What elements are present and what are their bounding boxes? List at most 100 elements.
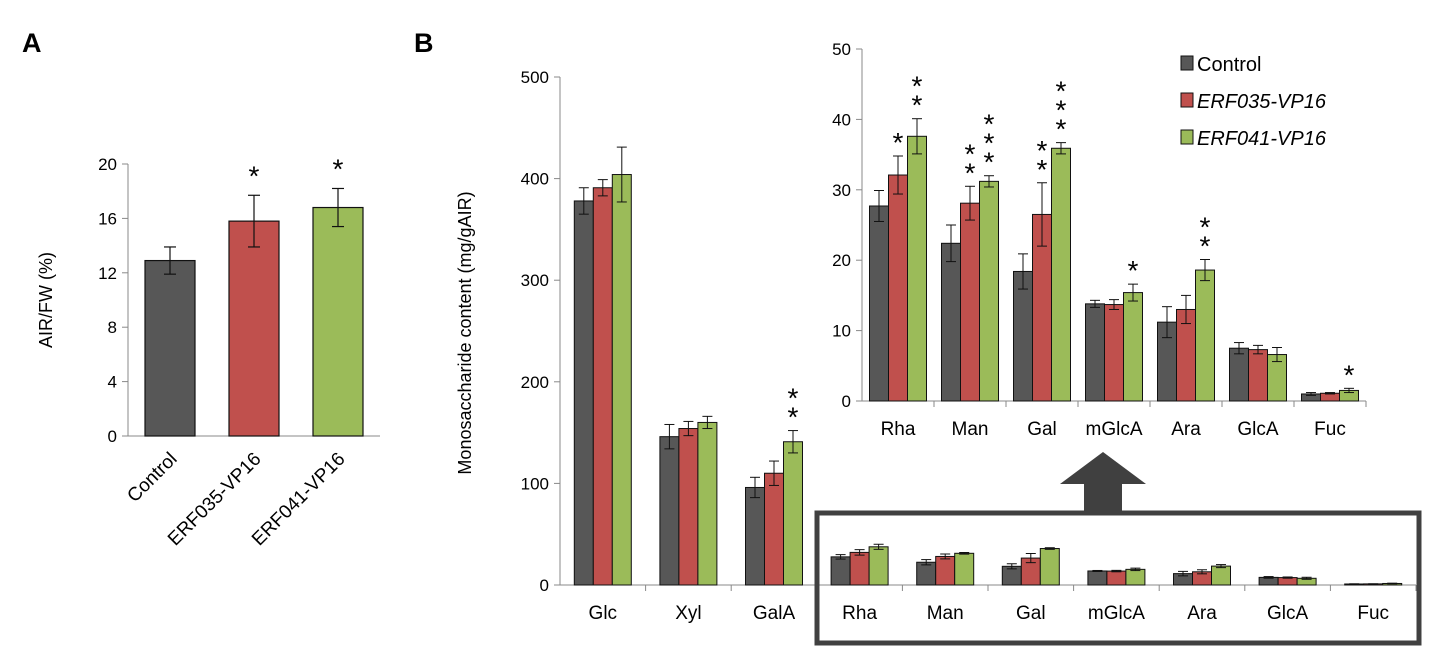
- panel-a-bar-erf041-vp16: [312, 206, 364, 437]
- inset-y-tick-label: 20: [832, 251, 851, 270]
- panel-b-bar-man-control: [916, 561, 937, 586]
- panel-a-y-axis-title: AIR/FW (%): [36, 252, 56, 348]
- inset-significance-rha-erf041-vp16-glyph: *: [912, 90, 923, 121]
- inset-significance-gal-erf035-vp16-glyph: *: [1037, 154, 1048, 185]
- panel-b-bar-glc-control: [573, 200, 594, 586]
- panel-b-bar-gala-erf035-vp16: [764, 472, 784, 586]
- panel-b-y-axis-title: Monosaccharide content (mg/gAIR): [455, 191, 475, 474]
- legend-label-erf035-vp16: ERF035-VP16: [1197, 91, 1327, 113]
- inset-bar-man-control: [941, 242, 961, 402]
- inset-significance-man-erf035-vp16-glyph: *: [965, 138, 976, 169]
- zoom-arrow-icon: [1060, 452, 1146, 512]
- legend-label-erf041-vp16: ERF041-VP16: [1197, 128, 1327, 150]
- panel-b-significance-gala-glyph: *: [788, 402, 799, 433]
- panel-label-a: A: [22, 28, 42, 58]
- inset-bar-glca-control: [1229, 347, 1249, 402]
- inset-bar-gal-erf041-vp16: [1051, 147, 1071, 402]
- inset-significance-fuc-erf041-vp16-glyph: *: [1344, 359, 1355, 390]
- panel-b-x-tick-label-glc: Glc: [589, 603, 618, 624]
- legend-swatch-erf041-vp16: [1180, 129, 1194, 145]
- legend-label-control: Control: [1197, 54, 1261, 76]
- panel-b-y-tick-label: 0: [540, 576, 549, 595]
- inset-significance-rha-erf035-vp16: *: [893, 127, 904, 158]
- inset-x-tick-label-rha: Rha: [881, 419, 916, 440]
- inset-significance-man-erf035-vp16-glyph: *: [965, 157, 976, 188]
- inset-significance-ara-erf041-vp16-glyph: *: [1200, 211, 1211, 242]
- panel-b-x-tick-label-gala: GalA: [753, 603, 796, 624]
- panel-a-bar-control: [144, 259, 196, 437]
- panel-b-x-tick-label-rha: Rha: [842, 603, 877, 624]
- panel-b-x-tick-label-man: Man: [927, 603, 964, 624]
- inset-significance-man-erf041-vp16-glyph: *: [984, 147, 995, 178]
- panel-a-y-tick-label: 0: [108, 427, 117, 446]
- inset-significance-ara-erf041-vp16: **: [1200, 211, 1211, 261]
- inset-bar-rha-erf035-vp16: [888, 174, 908, 402]
- inset-y-tick-label: 10: [832, 322, 851, 341]
- panel-b-bar-ara-erf041-vp16: [1211, 565, 1231, 586]
- panel-b-bar-mglca-erf041-vp16: [1125, 568, 1146, 586]
- panel-b-y-tick-label: 400: [521, 170, 549, 189]
- panel-b-bar-rha-erf035-vp16: [849, 551, 870, 586]
- inset-significance-mglca-erf041-vp16: *: [1128, 255, 1139, 286]
- panel-b-significance-gala: **: [788, 383, 799, 433]
- inset-x-tick-label-fuc: Fuc: [1314, 419, 1346, 440]
- panel-b-y-tick-label: 100: [521, 474, 549, 493]
- inset-significance-gal-erf041-vp16-glyph: *: [1056, 76, 1067, 107]
- legend-swatch-erf035-vp16: [1180, 92, 1194, 108]
- inset-bar-glca-erf035-vp16: [1248, 349, 1268, 402]
- inset-highlight-box: [814, 510, 1422, 646]
- inset-significance-ara-erf041-vp16-glyph: *: [1200, 230, 1211, 261]
- inset-y-tick-label: 40: [832, 110, 851, 129]
- inset-significance-gal-erf035-vp16-glyph: *: [1037, 135, 1048, 166]
- panel-a-significance-erf041-vp16: *: [333, 153, 344, 184]
- panel-b-chart: B Monosaccharide content (mg/gAIR) 01002…: [414, 28, 1417, 624]
- panel-b-bar-gala-erf041-vp16: [783, 441, 803, 586]
- panel-b-x-tick-label-xyl: Xyl: [675, 603, 701, 624]
- inset-significance-rha-erf041-vp16-glyph: *: [912, 71, 923, 102]
- panel-b-bar-glc-erf041-vp16: [611, 174, 632, 586]
- inset-significance-man-erf035-vp16: **: [965, 138, 976, 188]
- panel-a-y-tick-label: 12: [98, 264, 117, 283]
- panel-b-y-tick-label: 500: [521, 68, 549, 87]
- inset-significance-man-erf041-vp16: ***: [984, 109, 995, 178]
- inset-significance-man-erf041-vp16-glyph: *: [984, 109, 995, 140]
- inset-significance-mglca-erf041-vp16-glyph: *: [1128, 255, 1139, 286]
- inset-x-tick-label-glca: GlcA: [1237, 419, 1279, 440]
- inset-significance-fuc-erf041-vp16: *: [1344, 359, 1355, 390]
- inset-x-tick-label-mglca: mGlcA: [1086, 419, 1143, 440]
- panel-b-x-tick-label-glca: GlcA: [1267, 603, 1309, 624]
- panel-a-chart: A AIR/FW (%) 048121620Control*ERF035-VP1…: [22, 28, 380, 550]
- zoom-indicator: [814, 452, 1422, 646]
- inset-y-tick-label: 0: [842, 392, 851, 411]
- inset-bar-mglca-erf041-vp16: [1123, 292, 1143, 402]
- panel-b-bar-mglca-erf035-vp16: [1106, 570, 1127, 586]
- panel-b-bar-mglca-control: [1087, 570, 1108, 586]
- inset-bar-rha-control: [869, 205, 889, 402]
- inset-significance-gal-erf041-vp16-glyph: *: [1056, 114, 1067, 145]
- inset-significance-gal-erf041-vp16: ***: [1056, 76, 1067, 145]
- inset-bar-rha-erf041-vp16: [907, 135, 927, 402]
- panel-b-bar-glc-erf035-vp16: [592, 187, 613, 586]
- panel-b-x-tick-label-mglca: mGlcA: [1088, 603, 1145, 624]
- inset-significance-rha-erf035-vp16-glyph: *: [893, 127, 904, 158]
- legend-swatch-control: [1180, 55, 1194, 71]
- inset-significance-rha-erf041-vp16: **: [912, 71, 923, 121]
- panel-a-x-tick-label-control: Control: [123, 449, 181, 507]
- inset-significance-man-erf041-vp16-glyph: *: [984, 128, 995, 159]
- inset-legend: Control ERF035-VP16 ERF041-VP16: [1180, 54, 1327, 150]
- panel-b-bar-xyl-erf035-vp16: [678, 428, 699, 586]
- inset-significance-gal-erf035-vp16: **: [1037, 135, 1048, 185]
- inset-bar-man-erf035-vp16: [960, 202, 980, 402]
- inset-x-tick-label-ara: Ara: [1171, 419, 1201, 440]
- panel-a-y-tick-label: 16: [98, 209, 117, 228]
- panel-a-y-tick-label: 20: [98, 155, 117, 174]
- panel-b-significance-gala-glyph: *: [788, 383, 799, 414]
- panel-b-bar-man-erf035-vp16: [935, 555, 956, 586]
- panel-a-y-tick-label: 8: [108, 318, 117, 337]
- panel-b-x-tick-label-ara: Ara: [1187, 603, 1217, 624]
- panel-b-x-tick-label-gal: Gal: [1016, 603, 1046, 624]
- panel-b-bar-man-erf041-vp16: [954, 552, 975, 586]
- inset-x-tick-label-man: Man: [952, 419, 989, 440]
